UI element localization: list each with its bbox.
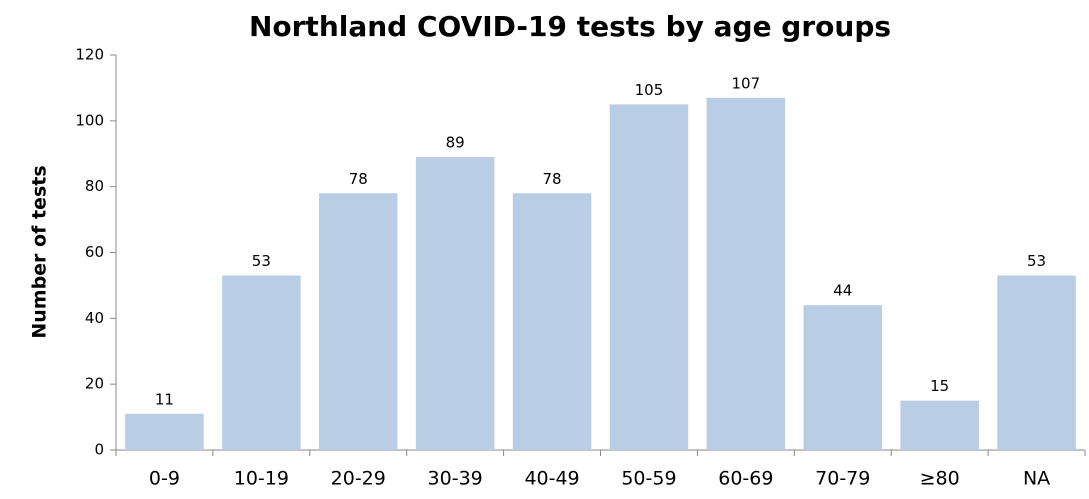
y-tick-label: 60 — [85, 243, 104, 261]
data-label: 44 — [833, 282, 852, 300]
x-tick-label: 30-39 — [428, 468, 483, 490]
x-tick-label: 40-49 — [524, 468, 579, 490]
chart-title: Northland COVID-19 tests by age groups — [249, 10, 891, 43]
y-tick-label: 80 — [85, 177, 104, 195]
y-tick-label: 40 — [85, 309, 104, 327]
x-tick-label: 50-59 — [621, 468, 676, 490]
data-label: 53 — [1027, 252, 1046, 270]
x-tick-label: 0-9 — [149, 468, 180, 490]
data-label: 11 — [155, 390, 174, 408]
x-tick-label: 70-79 — [815, 468, 870, 490]
x-tick-label: 10-19 — [234, 468, 289, 490]
x-tick-label: 60-69 — [718, 468, 773, 490]
bar — [706, 97, 786, 451]
bar — [900, 400, 979, 450]
bar — [319, 193, 398, 450]
bar — [803, 305, 882, 450]
data-label: 53 — [252, 252, 271, 270]
x-tick-label: ≥80 — [920, 468, 960, 490]
data-label: 105 — [635, 81, 664, 99]
y-tick-label: 0 — [94, 441, 104, 459]
data-label: 78 — [543, 170, 562, 188]
x-tick-label: NA — [1023, 468, 1050, 490]
y-axis-label: Number of tests — [29, 165, 51, 338]
bar — [609, 104, 689, 450]
bar — [222, 275, 301, 450]
data-label: 89 — [446, 134, 465, 152]
y-tick-label: 100 — [75, 111, 104, 129]
bar — [415, 157, 495, 450]
y-tick-label: 20 — [85, 375, 104, 393]
data-label: 15 — [930, 377, 949, 395]
bar — [125, 413, 204, 450]
bar — [997, 275, 1076, 450]
data-label: 78 — [349, 170, 368, 188]
data-label: 107 — [732, 74, 761, 92]
bar — [512, 193, 592, 450]
y-tick-label: 120 — [75, 46, 104, 64]
x-tick-label: 20-29 — [331, 468, 386, 490]
